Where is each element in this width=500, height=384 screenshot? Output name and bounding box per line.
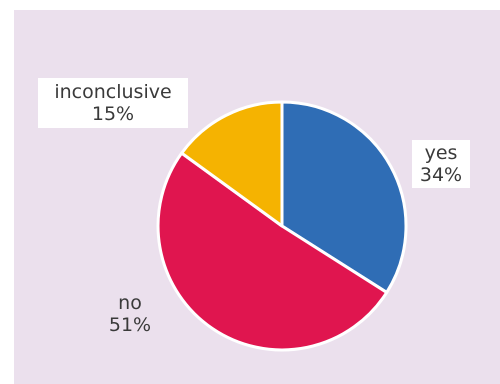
slice-name-inconclusive: inconclusive (54, 81, 172, 103)
slice-label-inconclusive: inconclusive 15% (38, 78, 188, 128)
slice-name-yes: yes (424, 142, 458, 164)
pie-slice-inconclusive (180, 100, 284, 228)
slice-name-no: no (118, 292, 142, 314)
slice-percent-inconclusive: 15% (91, 103, 135, 125)
slice-percent-no: 51% (108, 314, 152, 336)
pie-slice-no (156, 151, 389, 352)
slice-label-no: no 51% (106, 292, 154, 336)
slice-percent-yes: 34% (419, 164, 463, 186)
slice-label-yes: yes 34% (412, 140, 470, 188)
